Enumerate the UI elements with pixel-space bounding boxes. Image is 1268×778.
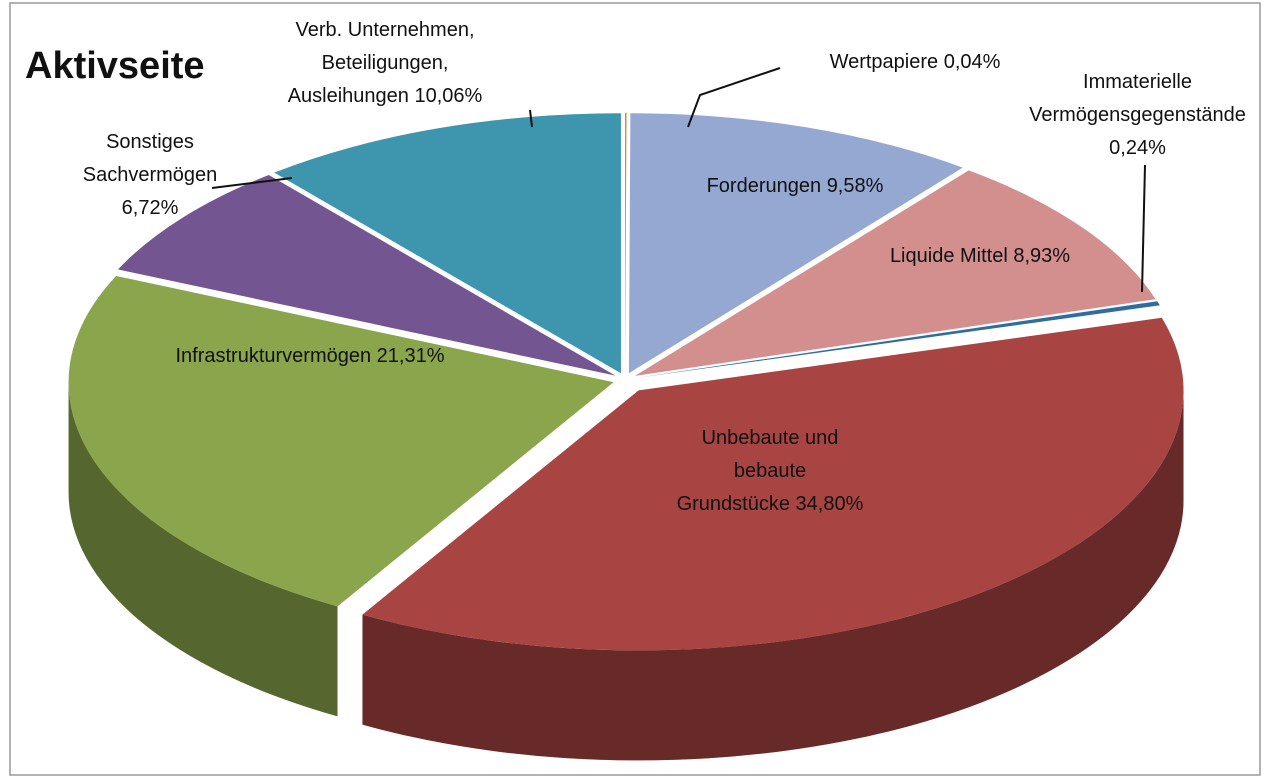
- leader-line: [1141, 164, 1146, 293]
- label-category: Sonstiges Sachvermögen: [82, 131, 218, 186]
- label-value: 0,04%: [943, 51, 1001, 73]
- label-category: Infrastrukturvermögen: [175, 345, 372, 367]
- leader-line: [211, 177, 293, 189]
- slice: [68, 275, 614, 607]
- pie: [68, 112, 1184, 761]
- slice-side: [68, 382, 338, 717]
- data-label: Forderungen 9,58%: [675, 170, 915, 203]
- label-value: 21,31%: [376, 345, 445, 367]
- label-category: Wertpapiere: [829, 51, 939, 73]
- slice-shade: [362, 390, 1184, 761]
- chart-title: Aktivseite: [25, 45, 205, 87]
- data-label: Liquide Mittel 8,93%: [850, 240, 1110, 273]
- label-category: Unbebaute und bebaute Grundstücke: [676, 427, 839, 515]
- label-value: 6,72%: [121, 197, 179, 219]
- slice: [625, 112, 627, 373]
- data-label: Unbebaute und bebaute Grundstücke 34,80%: [675, 422, 865, 521]
- data-label: Verb. Unternehmen, Beteiligungen, Auslei…: [270, 14, 500, 113]
- leader-line: [687, 67, 781, 128]
- data-label: Infrastrukturvermögen 21,31%: [175, 340, 445, 373]
- data-label: Sonstiges Sachvermögen 6,72%: [80, 126, 220, 225]
- slice-shade: [68, 382, 338, 717]
- label-category: Immaterielle Vermögensgegenstände: [1029, 71, 1246, 126]
- label-value: 9,58%: [826, 175, 884, 197]
- slice: [117, 175, 616, 376]
- slice: [628, 113, 963, 374]
- label-category: Verb. Unternehmen, Beteiligungen, Auslei…: [287, 19, 475, 107]
- label-category: Liquide Mittel: [889, 245, 1008, 267]
- slice: [634, 170, 1156, 376]
- data-label: Wertpapiere 0,04%: [795, 46, 1035, 79]
- label-value: 34,80%: [795, 493, 864, 515]
- slice: [636, 301, 1160, 378]
- leader-line: [529, 109, 533, 128]
- leader-lines: [211, 67, 1146, 293]
- label-category: Forderungen: [706, 175, 822, 197]
- slice-side: [362, 390, 1184, 761]
- data-label: Immaterielle Vermögensgegenstände 0,24%: [1000, 66, 1268, 165]
- label-value: 0,24%: [1109, 137, 1166, 159]
- slice: [274, 113, 621, 374]
- label-value: 8,93%: [1013, 245, 1071, 267]
- slice: [362, 317, 1184, 651]
- label-value: 10,06%: [414, 85, 483, 107]
